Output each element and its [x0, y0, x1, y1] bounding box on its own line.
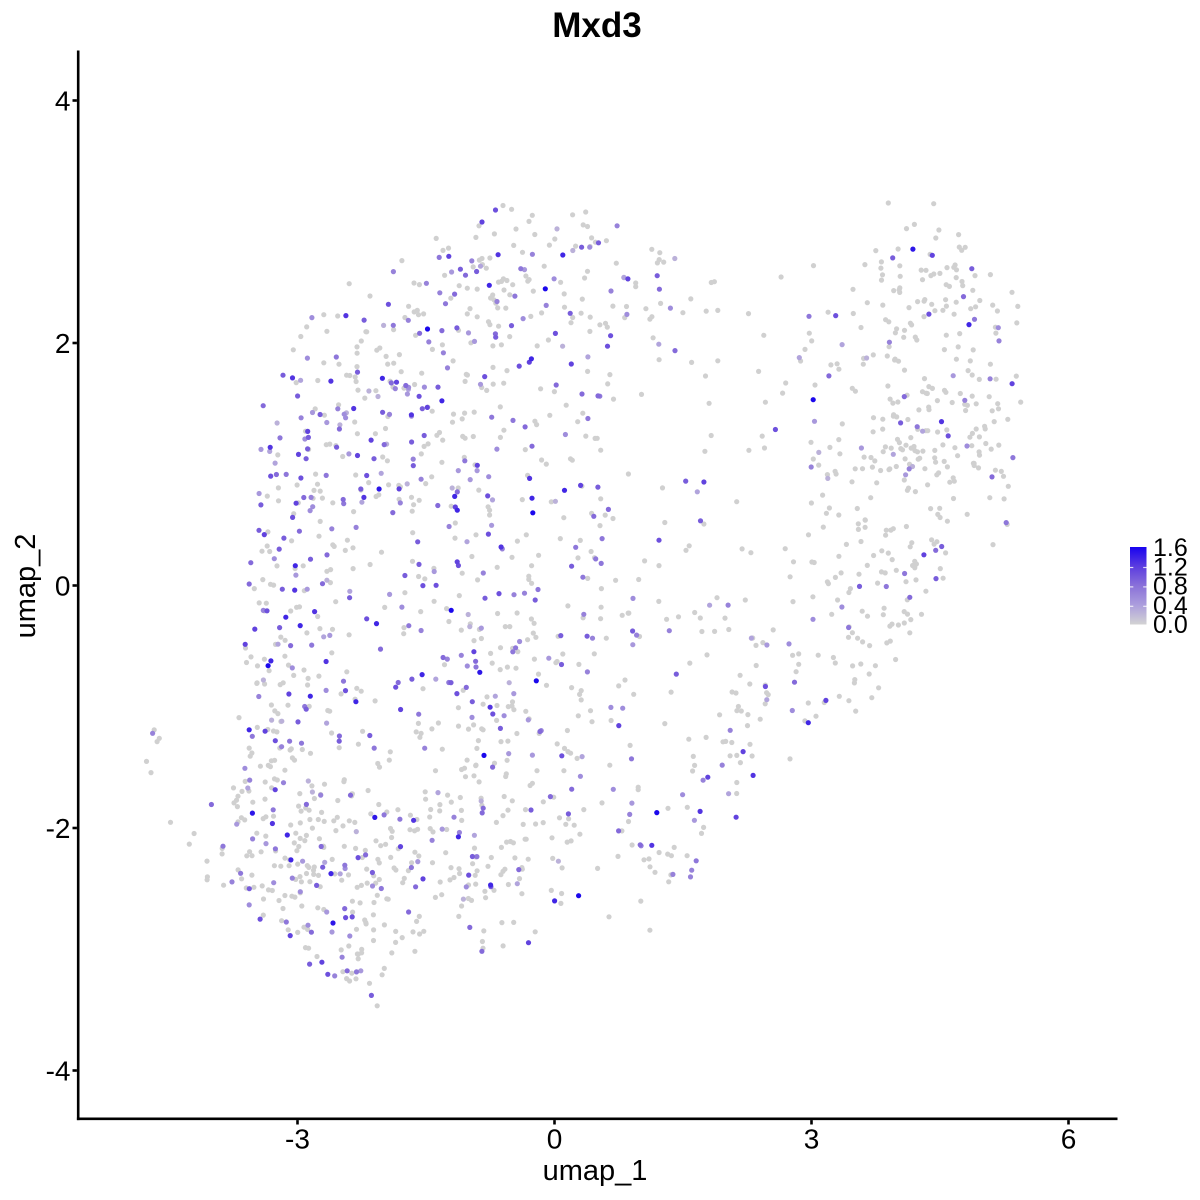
svg-text:1.2: 1.2 [1153, 553, 1188, 581]
svg-text:1.6: 1.6 [1153, 534, 1188, 562]
svg-text:2: 2 [55, 328, 71, 359]
svg-text:Mxd3: Mxd3 [552, 6, 641, 45]
svg-text:3: 3 [804, 1123, 820, 1154]
svg-text:-3: -3 [285, 1123, 310, 1154]
svg-text:4: 4 [55, 86, 71, 117]
svg-text:0: 0 [547, 1123, 563, 1154]
svg-text:-2: -2 [46, 813, 71, 844]
svg-text:umap_2: umap_2 [10, 534, 42, 639]
svg-text:0.0: 0.0 [1153, 611, 1188, 639]
svg-text:-4: -4 [46, 1056, 71, 1087]
svg-text:0.8: 0.8 [1153, 573, 1188, 601]
svg-text:0.4: 0.4 [1153, 592, 1188, 620]
svg-text:umap_1: umap_1 [543, 1155, 648, 1187]
svg-text:0: 0 [55, 571, 71, 602]
svg-text:6: 6 [1061, 1123, 1077, 1154]
